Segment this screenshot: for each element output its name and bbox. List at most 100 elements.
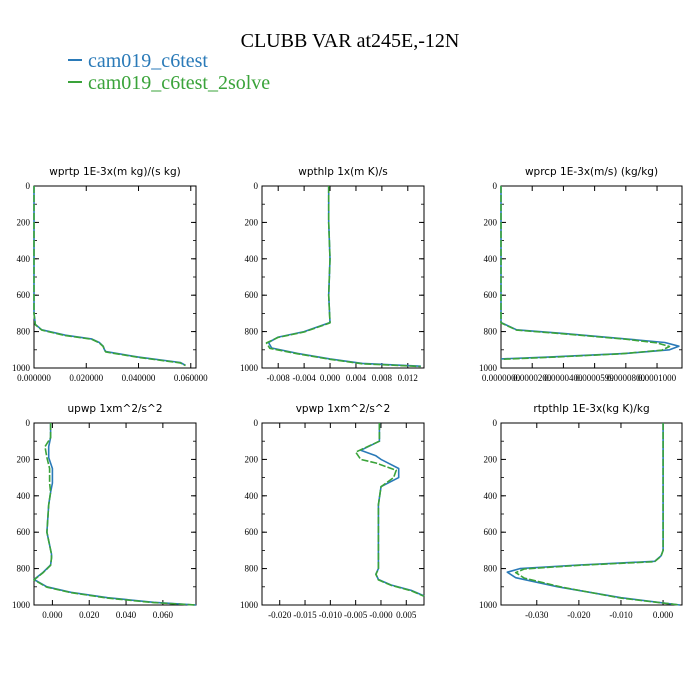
x-tick-label: 0.000 <box>320 373 341 383</box>
series-line-2 <box>514 423 680 606</box>
plot-frame <box>500 422 683 606</box>
series-line-1 <box>359 423 425 597</box>
x-tick-label: 0.020 <box>79 610 100 620</box>
series-line-2 <box>354 423 425 598</box>
y-tick-label: 800 <box>17 327 31 337</box>
series-line-2 <box>33 186 186 367</box>
panel-1: wprtp 1E-3x(m kg)/(s kg) 0 200 400 600 800 100… <box>12 166 208 383</box>
legend-swatch-2 <box>68 81 82 84</box>
panel-6: rtpthlp 1E-3x(kg K)/kg 0 200 400 600 800 1000 -… <box>479 403 683 620</box>
y-tick-label: 800 <box>484 564 498 574</box>
y-tick-label: 200 <box>484 217 498 227</box>
plot-frame <box>33 185 197 369</box>
y-tick-label: 800 <box>17 564 31 574</box>
x-tick-label: 0.040 <box>116 610 137 620</box>
y-tick-label: 200 <box>245 454 259 464</box>
panel-title: upwp 1xm^2/s^2 <box>68 403 163 415</box>
y-tick-label: 0 <box>254 181 259 191</box>
y-tick-label: 0 <box>493 181 498 191</box>
series-line-1 <box>506 423 680 606</box>
y-tick-label: 0 <box>493 418 498 428</box>
x-tick-label: -0.020 <box>567 610 591 620</box>
x-tick-label: -0.005 <box>344 610 368 620</box>
x-tick-label: 0.0000599 <box>575 373 614 383</box>
y-tick-label: 1000 <box>479 363 498 373</box>
x-tick-label: 0.060000 <box>174 373 208 383</box>
y-tick-label: 1000 <box>240 600 259 610</box>
series-line-2 <box>500 186 671 361</box>
x-tick-label: 0.060 <box>153 610 174 620</box>
y-tick-label: 1000 <box>240 363 259 373</box>
legend: cam019_c6test cam019_c6test_2solve <box>68 50 270 94</box>
panel-title: vpwp 1xm^2/s^2 <box>296 403 391 415</box>
legend-item-1: cam019_c6test <box>68 50 270 72</box>
y-tick-label: 200 <box>484 454 498 464</box>
x-tick-label: 0.0000400 <box>544 373 583 383</box>
x-tick-label: 0.040000 <box>122 373 156 383</box>
x-tick-label: 0.0001000 <box>638 373 677 383</box>
y-tick-label: 600 <box>17 290 31 300</box>
x-tick-label: 0.005 <box>396 610 417 620</box>
x-tick-label: -0.030 <box>525 610 549 620</box>
x-tick-label: 0.0000200 <box>513 373 552 383</box>
x-tick-label: -0.015 <box>293 610 317 620</box>
y-tick-label: 600 <box>245 527 259 537</box>
y-tick-label: 600 <box>484 290 498 300</box>
x-tick-label: 0.000 <box>653 610 674 620</box>
legend-swatch-1 <box>68 59 82 62</box>
y-tick-label: 400 <box>17 491 31 501</box>
y-tick-label: 800 <box>245 327 259 337</box>
series-line-2 <box>33 423 197 606</box>
legend-label-1: cam019_c6test <box>88 50 208 72</box>
panel-title: wpthlp 1x(m K)/s <box>298 166 388 178</box>
legend-label-2: cam019_c6test_2solve <box>88 72 271 94</box>
panel-title: rtpthlp 1E-3x(kg K)/kg <box>533 403 649 415</box>
panel-4: upwp 1xm^2/s^2 0 200 400 600 800 1000 0.000 0.02… <box>12 403 197 620</box>
plot-frame <box>33 422 197 606</box>
series-line-1 <box>500 186 680 360</box>
x-tick-label: -0.010 <box>319 610 343 620</box>
y-tick-label: 1000 <box>12 363 31 373</box>
x-tick-label: -0.010 <box>609 610 633 620</box>
y-tick-label: 200 <box>17 217 31 227</box>
x-tick-label: 0.0000800 <box>607 373 646 383</box>
plot-frame <box>500 185 683 369</box>
plot-frame <box>261 422 425 606</box>
panel-3: wprcp 1E-3x(m/s) (kg/kg) 0 200 400 600 800 100… <box>479 166 683 383</box>
x-tick-label: -0.008 <box>267 373 291 383</box>
figure-title: CLUBB VAR at245E,-12N <box>240 30 460 52</box>
panel-2: wpthlp 1x(m K)/s 0 200 400 600 800 1000 -0.008-… <box>240 166 425 383</box>
x-tick-label: 0.012 <box>398 373 418 383</box>
y-tick-label: 0 <box>26 181 31 191</box>
y-tick-label: 1000 <box>12 600 31 610</box>
y-tick-label: 0 <box>254 418 259 428</box>
x-tick-label: 0.000000 <box>17 373 51 383</box>
legend-item-2: cam019_c6test_2solve <box>68 72 270 94</box>
x-tick-label: -0.000 <box>369 610 393 620</box>
y-tick-label: 800 <box>245 564 259 574</box>
series-line-2 <box>265 186 421 368</box>
x-tick-label: 0.0000000 <box>482 373 521 383</box>
x-tick-label: 0.020000 <box>69 373 103 383</box>
y-tick-label: 400 <box>245 491 259 501</box>
y-tick-label: 800 <box>484 327 498 337</box>
y-tick-label: 200 <box>245 217 259 227</box>
panel-title: wprcp 1E-3x(m/s) (kg/kg) <box>525 166 658 178</box>
y-tick-label: 600 <box>484 527 498 537</box>
y-tick-label: 400 <box>484 254 498 264</box>
y-tick-label: 600 <box>245 290 259 300</box>
y-tick-label: 400 <box>17 254 31 264</box>
y-tick-label: 200 <box>17 454 31 464</box>
series-line-1 <box>267 186 421 367</box>
y-tick-label: 0 <box>26 418 31 428</box>
x-tick-label: -0.020 <box>268 610 292 620</box>
x-tick-label: 0.008 <box>372 373 393 383</box>
x-tick-label: -0.004 <box>292 373 316 383</box>
x-tick-label: 0.004 <box>346 373 367 383</box>
y-tick-label: 1000 <box>479 600 498 610</box>
series-line-1 <box>33 423 197 606</box>
x-tick-label: 0.000 <box>42 610 63 620</box>
